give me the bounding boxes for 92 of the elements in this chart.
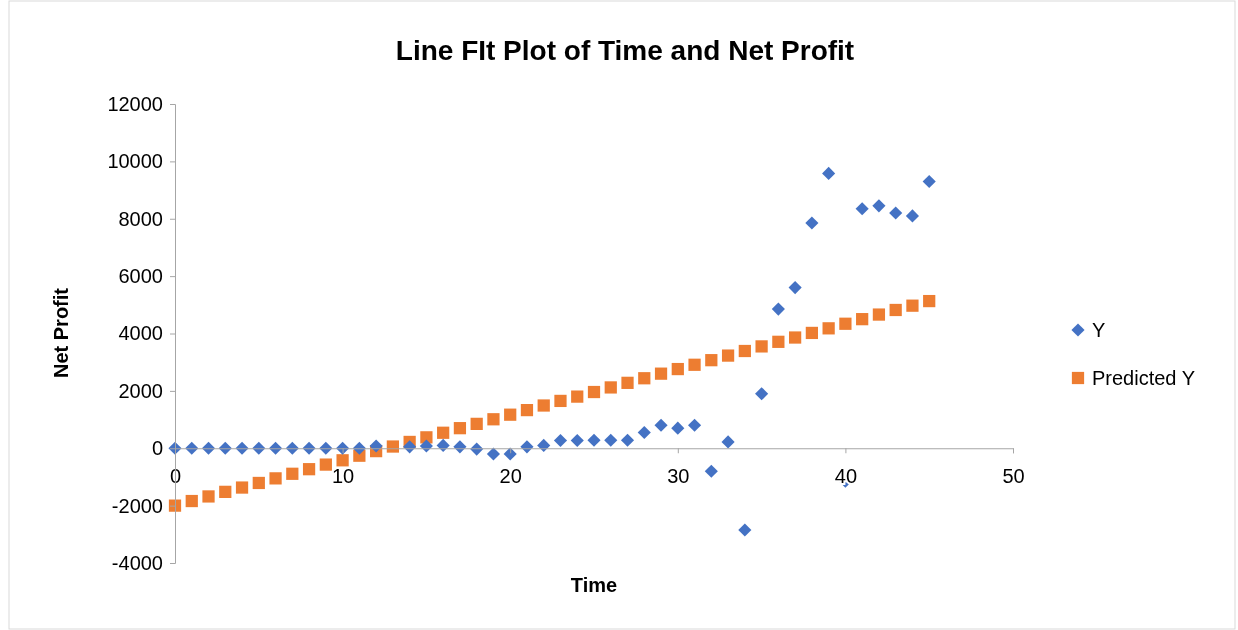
x-tick-label: 20 [499, 465, 522, 488]
point [705, 354, 718, 367]
point [905, 209, 920, 223]
point [721, 435, 735, 449]
y-tick-label: -4000 [111, 551, 163, 574]
point [537, 399, 550, 412]
point [336, 454, 349, 467]
point [503, 447, 517, 461]
point [805, 326, 818, 340]
point [419, 439, 433, 453]
point [922, 174, 936, 189]
point [638, 372, 651, 385]
point [470, 417, 483, 430]
point [855, 202, 869, 216]
point [219, 485, 232, 498]
point [504, 408, 517, 421]
point [437, 426, 450, 439]
point [872, 199, 886, 213]
point [587, 385, 601, 399]
point [386, 440, 399, 453]
point [688, 358, 701, 371]
y-tick-label: 2000 [118, 379, 163, 402]
point [872, 308, 886, 321]
point [822, 322, 835, 335]
y-tick-label: -2000 [111, 494, 163, 517]
point [604, 433, 618, 447]
point [487, 413, 500, 426]
y-tick-label: 8000 [118, 207, 163, 230]
point [285, 441, 299, 455]
point [252, 441, 266, 455]
point [302, 463, 316, 476]
point [671, 421, 685, 435]
point [286, 467, 299, 480]
point [687, 418, 702, 432]
point [486, 447, 501, 461]
point [436, 438, 450, 452]
point [771, 302, 785, 316]
point [889, 206, 903, 220]
point [620, 433, 635, 447]
x-tick-label: 30 [667, 465, 690, 488]
point [453, 422, 467, 435]
point [571, 390, 584, 403]
x-tick-label: 10 [331, 465, 355, 488]
y-tick-label: 0 [151, 437, 163, 460]
point [403, 440, 417, 454]
point [839, 317, 852, 330]
point [554, 394, 567, 408]
point [252, 476, 265, 490]
point [537, 438, 551, 452]
point [185, 441, 199, 455]
point [654, 418, 668, 432]
point [218, 441, 232, 455]
point [319, 458, 332, 471]
point [721, 349, 735, 362]
point [704, 464, 718, 478]
point [235, 481, 249, 494]
point [889, 303, 902, 317]
legend-label: Predicted Y [1092, 367, 1196, 389]
y-tick-label: 10000 [107, 150, 163, 173]
point [654, 367, 668, 380]
chart-title: Line FIt Plot of Time and Net Profit [395, 35, 855, 66]
point [906, 299, 919, 312]
point [789, 331, 802, 344]
point [788, 281, 802, 295]
point [570, 433, 584, 448]
y-tick-label: 6000 [118, 265, 163, 288]
x-tick-label: 40 [834, 465, 858, 488]
point [671, 362, 684, 376]
point [637, 425, 651, 440]
point [185, 494, 198, 508]
point [738, 344, 751, 358]
point [755, 340, 768, 353]
point [553, 433, 568, 448]
point [805, 216, 819, 230]
point [923, 294, 936, 308]
point [269, 472, 282, 485]
point [822, 166, 836, 180]
point [202, 490, 215, 503]
point [604, 381, 617, 394]
legend-label: Y [1092, 319, 1106, 341]
point [587, 433, 601, 447]
y-tick-label: 12000 [107, 92, 163, 115]
y-tick-label: 4000 [118, 322, 163, 345]
x-tick-label: 50 [1002, 465, 1025, 488]
point [856, 313, 869, 326]
point [755, 387, 769, 401]
point [738, 523, 752, 537]
point [621, 376, 634, 389]
x-axis-title: Time [570, 574, 618, 596]
point [520, 403, 534, 417]
point [772, 335, 785, 348]
y-axis-title: Net Profit [50, 287, 72, 378]
